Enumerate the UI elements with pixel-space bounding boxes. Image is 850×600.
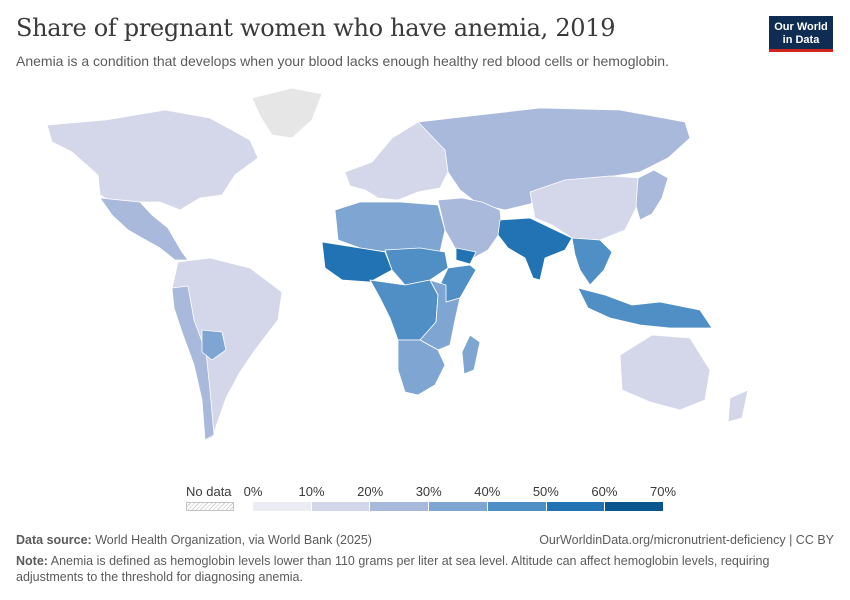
world-map[interactable] bbox=[0, 80, 850, 480]
region-europe[interactable] bbox=[344, 121, 449, 201]
legend-tick-label: 30% bbox=[415, 484, 442, 499]
legend-tick-label: 0% bbox=[243, 484, 263, 499]
logo-line-1: Our World bbox=[774, 21, 828, 33]
note-text: Anemia is defined as hemoglobin levels l… bbox=[16, 554, 770, 584]
owid-logo[interactable]: Our World in Data bbox=[769, 16, 833, 52]
color-legend: No data 0% 10% 20% 30% 40% 50% 60% 70% bbox=[186, 484, 686, 516]
legend-bin-2[interactable] bbox=[370, 502, 430, 511]
region-north-america[interactable] bbox=[46, 109, 259, 211]
legend-bin-0[interactable] bbox=[253, 502, 312, 511]
region-southeast-asia[interactable] bbox=[571, 237, 613, 286]
footnote: Note: Anemia is defined as hemoglobin le… bbox=[16, 553, 816, 585]
legend-bin-5[interactable] bbox=[546, 502, 606, 511]
region-andes[interactable] bbox=[171, 285, 215, 441]
legend-tick-label: 20% bbox=[357, 484, 384, 499]
region-east-africa[interactable] bbox=[419, 279, 461, 351]
legend-bin-3[interactable] bbox=[429, 502, 488, 511]
legend-tick-label: 50% bbox=[532, 484, 559, 499]
region-greenland[interactable] bbox=[251, 87, 323, 139]
region-yemen[interactable] bbox=[455, 247, 477, 265]
region-australia-new-zealand[interactable] bbox=[619, 334, 749, 423]
region-indonesia-papua[interactable] bbox=[577, 287, 713, 329]
legend-tick-label: 10% bbox=[298, 484, 325, 499]
logo-line-2: in Data bbox=[782, 34, 820, 46]
data-source: Data source: World Health Organization, … bbox=[16, 533, 372, 547]
region-bolivia[interactable] bbox=[201, 329, 227, 361]
legend-color-bins bbox=[253, 502, 664, 511]
region-middle-east[interactable] bbox=[437, 197, 503, 261]
region-china[interactable] bbox=[529, 175, 641, 241]
chart-subtitle: Anemia is a condition that develops when… bbox=[16, 53, 669, 69]
region-southern-africa[interactable] bbox=[397, 339, 446, 396]
source-label: Data source: bbox=[16, 533, 92, 547]
legend-tick-label: 70% bbox=[649, 484, 677, 499]
legend-bin-4[interactable] bbox=[487, 502, 547, 511]
region-north-africa[interactable] bbox=[334, 201, 446, 255]
note-label: Note: bbox=[16, 554, 48, 568]
legend-no-data-label: No data bbox=[186, 484, 232, 499]
legend-tick-label: 40% bbox=[474, 484, 501, 499]
region-madagascar[interactable] bbox=[461, 334, 481, 375]
region-japan-korea[interactable] bbox=[635, 169, 669, 221]
chart-title: Share of pregnant women who have anemia,… bbox=[16, 14, 616, 42]
region-sahel[interactable] bbox=[384, 247, 449, 286]
source-text[interactable]: World Health Organization, via World Ban… bbox=[95, 533, 372, 547]
region-mexico-central-america[interactable] bbox=[99, 197, 189, 261]
legend-bin-6[interactable] bbox=[605, 502, 664, 511]
legend-bin-1[interactable] bbox=[311, 502, 371, 511]
legend-no-data-swatch[interactable] bbox=[186, 502, 234, 511]
source-url[interactable]: OurWorldinData.org/micronutrient-deficie… bbox=[539, 533, 834, 547]
region-west-africa[interactable] bbox=[321, 241, 393, 283]
legend-tick-label: 60% bbox=[591, 484, 618, 499]
region-south-asia[interactable] bbox=[497, 217, 573, 281]
